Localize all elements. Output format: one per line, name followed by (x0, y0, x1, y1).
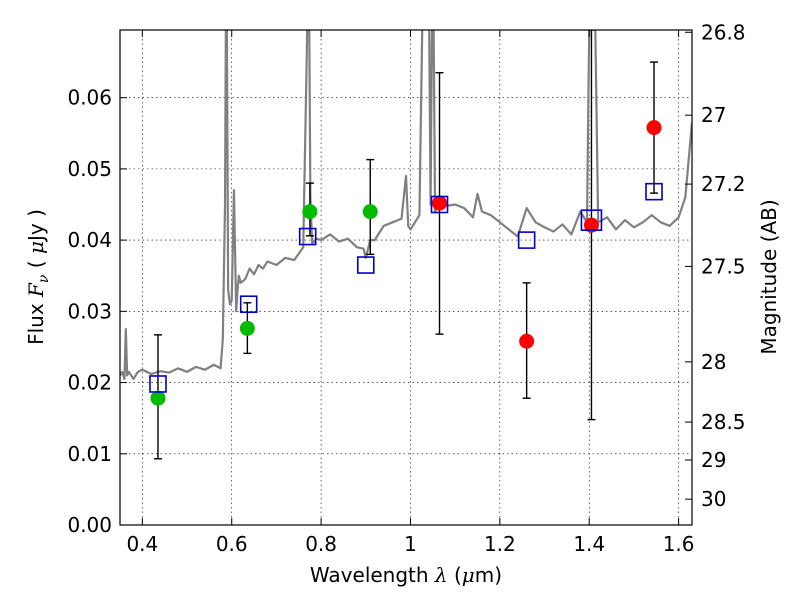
observed-red-point (519, 333, 535, 349)
observed-green-point (302, 204, 318, 220)
y-tick-label: 0.05 (67, 157, 112, 181)
model-spectrum-line (120, 30, 692, 381)
y2-tick-label: 27.2 (701, 172, 746, 196)
observed-green-point (150, 390, 166, 406)
observed-green-point (239, 320, 255, 336)
observed-red-point (432, 195, 448, 211)
model-photometry-square (149, 375, 167, 393)
x-tick-label: 0.6 (216, 532, 248, 556)
y-axis-label-rest: Jy ) (24, 209, 48, 243)
y-axis-label-nu: ν (36, 274, 52, 283)
model-photometry-square (298, 227, 317, 246)
x-tick-label: 1.2 (484, 532, 516, 556)
observed-red-point (583, 217, 599, 233)
y2-axis-label: Magnitude (AB) (757, 199, 781, 354)
y-tick-label: 0.06 (67, 86, 112, 110)
x-axis-label: Wavelength λ (μm) (310, 563, 502, 587)
tick-labels: 0.4 0.6 0.8 1 1.2 1.4 1.6 0.00 0.01 0.02 0.03 0.04 0… (67, 20, 745, 556)
y-tick-label: 0.04 (67, 228, 112, 252)
y-tick-label: 0.03 (67, 299, 112, 323)
plot-frame (119, 29, 693, 526)
x-tick-label: 1.4 (573, 532, 605, 556)
y-tick-label: 0.00 (67, 513, 112, 537)
y-axis-label-mu: μ (24, 241, 48, 254)
observed-green-point (362, 204, 378, 220)
model-photometry-square (580, 209, 603, 231)
x-tick-label: 0.4 (126, 532, 158, 556)
model-photometry-square (239, 295, 258, 314)
y-axis-label-prefix: Flux (24, 297, 48, 345)
y-tick-label: 0.02 (67, 371, 112, 395)
grid-lines (120, 30, 692, 526)
y2-tick-label: 27 (701, 103, 726, 127)
model-photometry-square (430, 195, 449, 214)
model-photometry-square (356, 256, 375, 274)
y-tick-label: 0.01 (67, 442, 112, 466)
y-axis-label-F: F (24, 282, 48, 298)
x-axis-label-mu: μ (462, 563, 475, 587)
y-axis-label-open: ( (24, 254, 48, 275)
x-tick-label: 1.6 (663, 532, 695, 556)
y-axis-label: Flux Fν ( μJy ) (24, 209, 52, 345)
x-axis-label-prefix: Wavelength (310, 563, 435, 587)
data-series (120, 30, 692, 460)
x-tick-label: 1 (404, 532, 417, 556)
x-axis-label-lambda: λ (434, 563, 448, 587)
observed-red-point (646, 120, 662, 136)
x-tick-label: 0.8 (305, 532, 337, 556)
x-axis-label-unit-rest: m) (475, 563, 502, 587)
model-photometry-square (645, 182, 663, 201)
y2-tick-label: 30 (701, 487, 726, 511)
x-axis-label-unit-open: ( (448, 563, 462, 587)
y2-tick-label: 28 (701, 350, 726, 374)
y2-tick-label: 26.8 (701, 20, 746, 44)
y2-tick-label: 28.5 (701, 410, 746, 434)
y2-tick-label: 29 (701, 448, 726, 472)
model-photometry-square (517, 231, 536, 249)
y2-tick-label: 27.5 (701, 254, 746, 278)
